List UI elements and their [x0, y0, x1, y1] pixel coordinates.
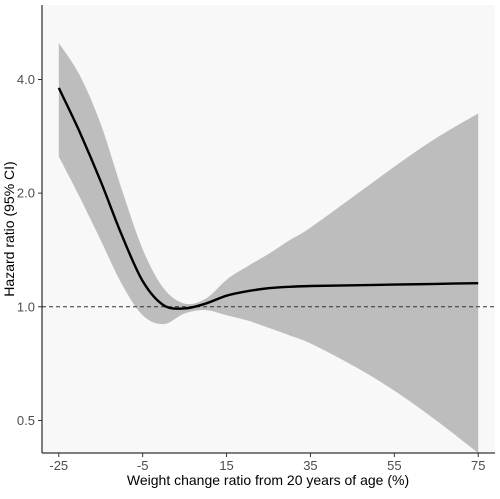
y-tick-label: 2.0 [17, 186, 35, 201]
y-axis-title: Hazard ratio (95% CI) [1, 161, 17, 296]
x-tick-label: -5 [137, 458, 149, 473]
x-tick-label: 35 [303, 458, 317, 473]
x-tick-label: 15 [219, 458, 233, 473]
y-tick-label: 0.5 [17, 413, 35, 428]
x-axis-title: Weight change ratio from 20 years of age… [127, 472, 409, 488]
x-tick-label: -25 [49, 458, 68, 473]
x-tick-label: 75 [471, 458, 485, 473]
x-axis-ticks: -25 -5 15 35 55 75 [49, 453, 485, 473]
y-axis-ticks: 0.5 1.0 2.0 4.0 [17, 72, 42, 428]
x-tick-label: 55 [387, 458, 401, 473]
y-tick-label: 1.0 [17, 299, 35, 314]
hazard-ratio-curve [57, 87, 479, 310]
y-tick-label: 4.0 [17, 72, 35, 87]
confidence-band [58, 42, 479, 454]
